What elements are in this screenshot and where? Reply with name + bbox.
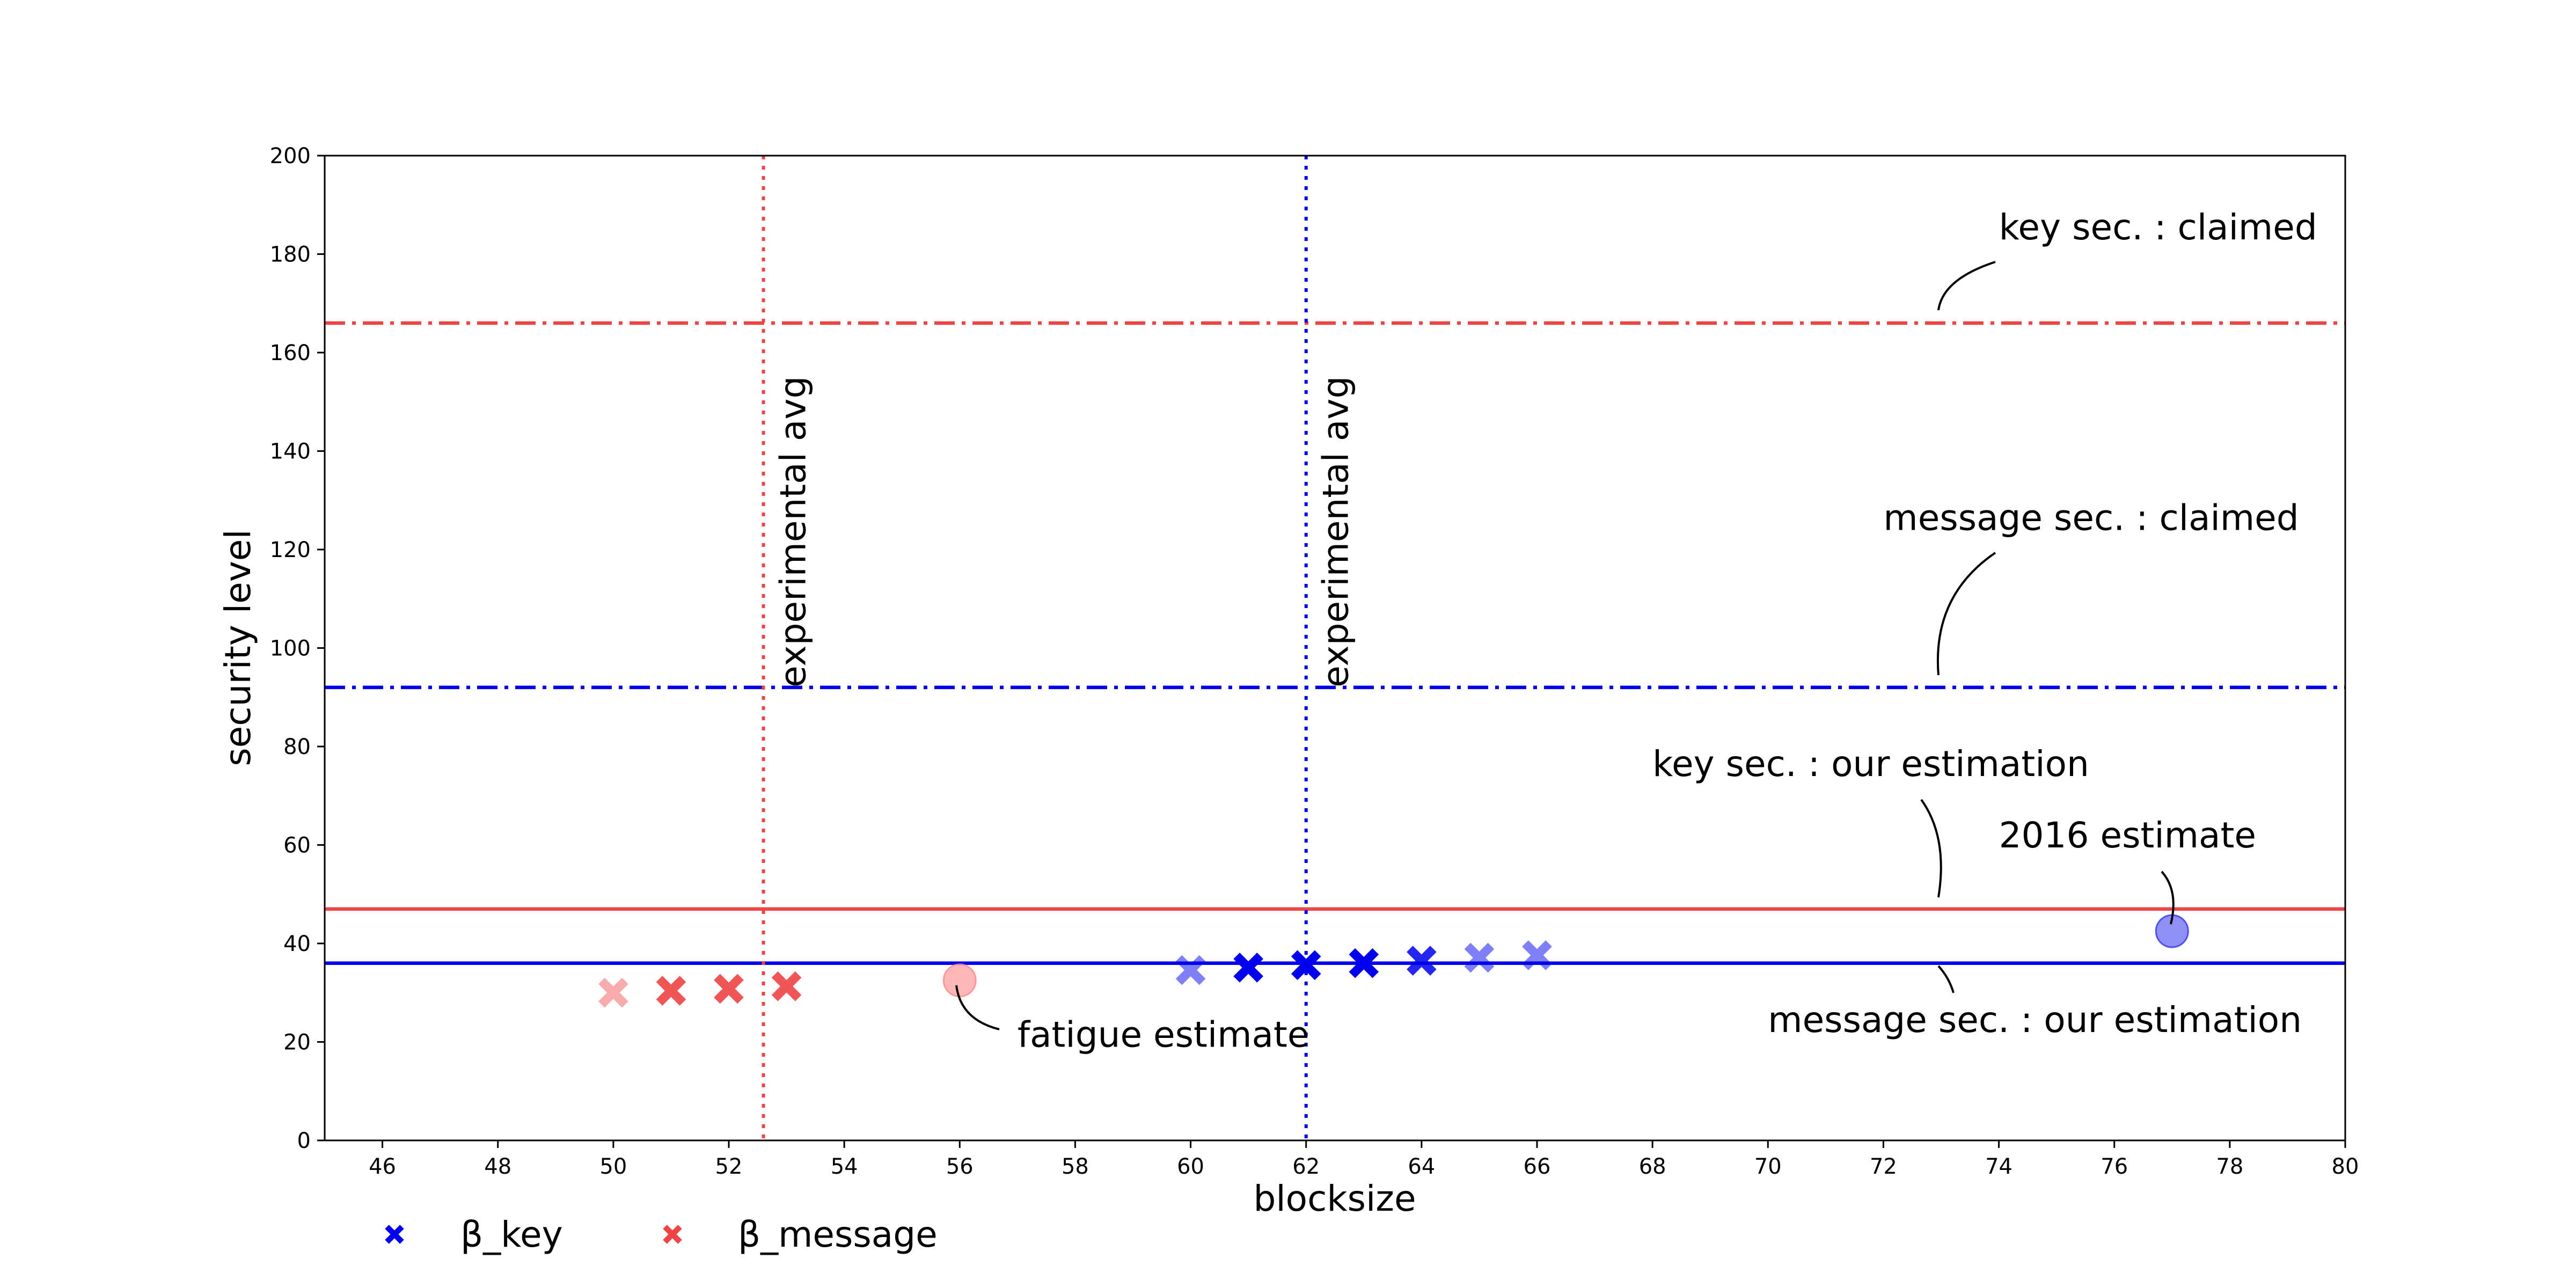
x-tick-label-68: 68	[1639, 1154, 1666, 1179]
y-axis-label: security level	[217, 529, 259, 766]
point-key-3	[1349, 948, 1379, 978]
annotation-arrow-message-ours	[1937, 965, 1955, 993]
annotation-fatigue: fatigue estimate	[1018, 1014, 1309, 1056]
vline-label-message-avg: experimental avg	[773, 376, 814, 687]
annotation-2016: 2016 estimate	[1999, 815, 2256, 856]
point-key-0	[1175, 955, 1206, 985]
y-tick-label-120: 120	[270, 538, 311, 562]
legend-label-message: β_message	[738, 1214, 938, 1255]
point-key-5	[1464, 942, 1495, 973]
annotation-key-ours: key sec. : our estimation	[1652, 743, 2089, 785]
y-tick-label-60: 60	[283, 833, 311, 858]
y-tick-label-100: 100	[270, 636, 311, 661]
annotation-arrow-message-claimed	[1936, 552, 1996, 676]
x-tick-label-78: 78	[2216, 1154, 2243, 1179]
legend: β_key β_message	[385, 1214, 938, 1255]
y-tick-label-80: 80	[283, 735, 311, 759]
y-tick-label-200: 200	[270, 144, 311, 169]
point-key-2	[1291, 950, 1321, 980]
y-tick-label-0: 0	[297, 1129, 311, 1153]
annotation-arrow-2016	[2161, 870, 2175, 925]
plot-area: experimental avg experimental avg key sec.…	[325, 156, 2345, 1140]
x-tick-label-64: 64	[1408, 1154, 1435, 1179]
legend-marker-message	[663, 1225, 682, 1244]
point-message-1	[656, 976, 686, 1006]
y-tick-label-140: 140	[270, 440, 311, 464]
point-key-1	[1233, 953, 1263, 983]
x-axis-label: blocksize	[1253, 1178, 1416, 1219]
axes: 46 48 50 52 54 56 58 60 62 64 66 68 70 72 74 76 78 80 0 20 4…	[270, 144, 2359, 1179]
point-message-3	[771, 971, 802, 1001]
x-tick-label-54: 54	[831, 1154, 858, 1179]
x-tick-label-58: 58	[1062, 1154, 1089, 1179]
x-tick-label-60: 60	[1177, 1154, 1204, 1179]
x-tick-label-66: 66	[1524, 1154, 1551, 1179]
y-tick-label-160: 160	[270, 341, 311, 365]
x-tick-label-80: 80	[2332, 1154, 2359, 1179]
x-tick-label-46: 46	[369, 1154, 396, 1179]
x-tick-label-50: 50	[599, 1154, 627, 1179]
annotation-message-claimed: message sec. : claimed	[1883, 497, 2299, 538]
annotation-arrow-key-claimed	[1937, 261, 1996, 311]
point-message-0	[598, 977, 628, 1008]
annotation-key-claimed: key sec. : claimed	[1999, 207, 2317, 248]
annotation-arrow-fatigue	[955, 985, 1000, 1030]
y-tick-label-40: 40	[283, 932, 311, 956]
x-tick-label-56: 56	[946, 1154, 974, 1179]
x-tick-label-74: 74	[1985, 1154, 2012, 1179]
y-tick-label-180: 180	[270, 243, 311, 267]
legend-label-key: β_key	[460, 1214, 563, 1255]
point-message-2	[714, 974, 744, 1004]
point-key-4	[1407, 946, 1437, 976]
vline-label-key-avg: experimental avg	[1315, 376, 1357, 687]
x-tick-label-52: 52	[715, 1154, 743, 1179]
legend-marker-key	[385, 1225, 404, 1244]
y-tick-label-20: 20	[283, 1030, 311, 1055]
x-tick-label-62: 62	[1292, 1154, 1320, 1179]
annotation-message-ours: message sec. : our estimation	[1768, 999, 2302, 1041]
x-tick-label-76: 76	[2101, 1154, 2128, 1179]
point-key-6	[1522, 940, 1552, 970]
x-tick-label-72: 72	[1870, 1154, 1897, 1179]
x-tick-label-48: 48	[484, 1154, 511, 1179]
estimate-point-fatigue	[942, 963, 977, 998]
annotation-arrow-key-ours	[1920, 799, 1942, 898]
x-tick-label-70: 70	[1754, 1154, 1782, 1179]
